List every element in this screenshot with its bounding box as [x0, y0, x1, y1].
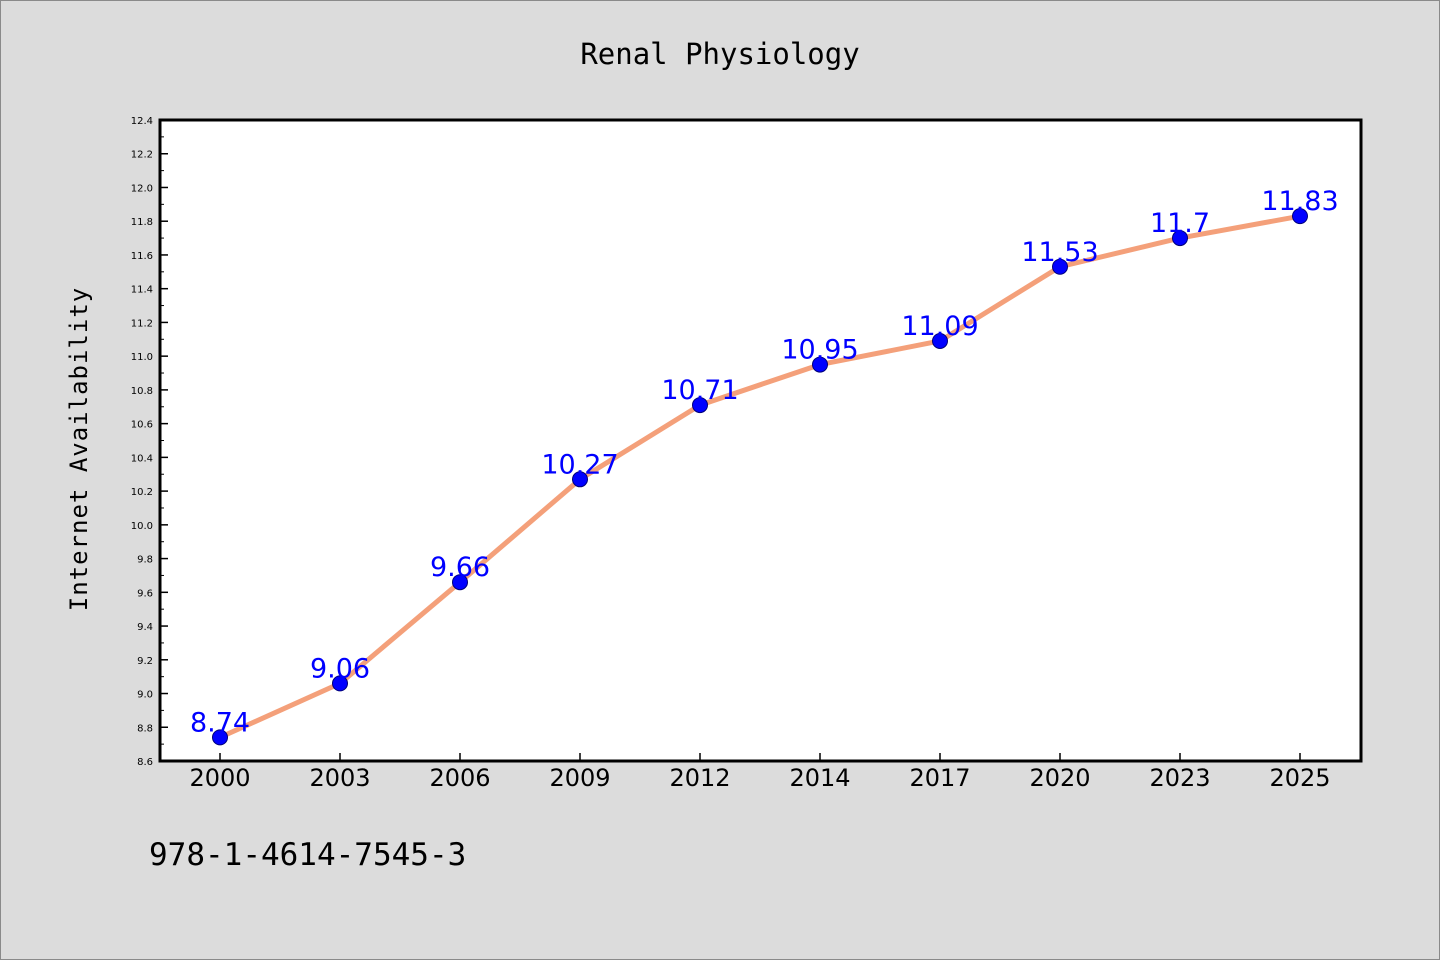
x-axis-ticks: 2000 2003 2006 2009 2012 2014 2017 2020 2023 2025 [189, 753, 1331, 792]
data-label: 11.83 [1261, 186, 1338, 217]
y-tick-label: 11.2 [131, 318, 153, 329]
y-tick-label: 11.8 [131, 217, 153, 228]
y-tick-label: 12.2 [131, 150, 153, 161]
y-tick-label: 8.8 [137, 723, 153, 734]
data-point [1052, 258, 1068, 275]
y-tick-label: 9.0 [137, 690, 153, 701]
data-labels: 8.74 9.06 9.66 10.27 10.71 10.95 11.09 11.53 11.… [190, 186, 1339, 738]
data-point [1172, 230, 1188, 247]
data-label: 9.06 [310, 653, 370, 684]
x-tick-label: 2017 [909, 764, 970, 792]
data-point [572, 471, 588, 488]
y-tick-label: 8.6 [137, 757, 153, 768]
data-label: 10.71 [661, 375, 738, 406]
x-tick-label: 2000 [189, 764, 250, 792]
data-point [812, 356, 828, 373]
data-point [452, 574, 468, 591]
isbn-text: 978-1-4614-7545-3 [149, 837, 466, 873]
data-point [212, 729, 228, 746]
data-label: 8.74 [190, 707, 250, 738]
y-tick-label: 9.8 [137, 555, 153, 566]
y-tick-label: 10.8 [131, 386, 153, 397]
y-axis-ticks: 8.6 8.8 9.0 9.2 9.4 9.6 9.8 10.0 10.2 10.4 10.6 10.… [131, 116, 168, 768]
y-tick-label: 10.4 [131, 453, 153, 464]
y-tick-label: 10.2 [131, 487, 153, 498]
x-tick-label: 2020 [1029, 764, 1090, 792]
y-tick-label: 11.4 [131, 285, 153, 296]
data-point [332, 675, 348, 692]
y-tick-label: 10.0 [131, 521, 153, 532]
y-tick-label: 11.6 [131, 251, 153, 262]
y-tick-label: 9.4 [137, 622, 153, 633]
y-tick-label: 12.4 [131, 116, 153, 127]
y-axis-label: Internet Availability [65, 287, 93, 611]
data-label: 11.53 [1021, 237, 1098, 268]
x-tick-label: 2003 [309, 764, 370, 792]
x-tick-label: 2014 [789, 764, 850, 792]
y-tick-label: 12.0 [131, 183, 153, 194]
data-label: 10.27 [541, 449, 618, 480]
x-tick-label: 2009 [549, 764, 610, 792]
data-label: 9.66 [430, 552, 490, 583]
x-tick-label: 2012 [669, 764, 730, 792]
y-tick-label: 10.6 [131, 420, 153, 431]
plot-area [158, 118, 1363, 763]
x-tick-label: 2006 [429, 764, 490, 792]
series-line [217, 213, 1303, 740]
data-point [692, 397, 708, 414]
x-tick-label: 2025 [1269, 764, 1330, 792]
x-tick-label: 2023 [1149, 764, 1210, 792]
chart-title: Renal Physiology [580, 37, 859, 71]
data-label: 11.7 [1150, 208, 1210, 239]
data-point [932, 332, 948, 349]
data-label: 10.95 [781, 335, 858, 366]
data-markers [212, 208, 1308, 746]
y-tick-label: 9.6 [137, 588, 153, 599]
data-point [1292, 208, 1308, 225]
data-label: 11.09 [901, 311, 978, 342]
y-tick-label: 11.0 [131, 352, 153, 363]
y-tick-label: 9.2 [137, 656, 153, 667]
